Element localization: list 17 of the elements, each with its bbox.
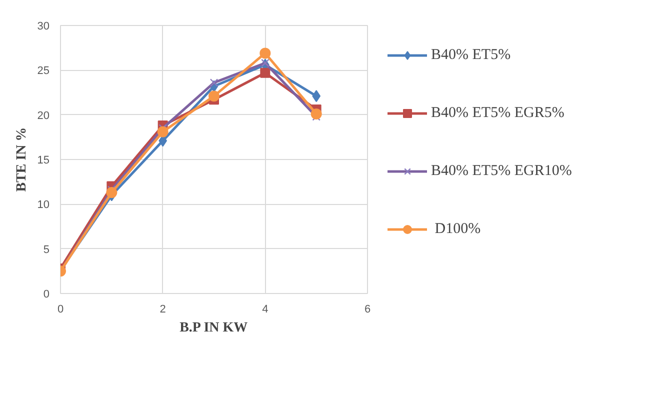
- x-tick-label: 6: [364, 304, 371, 316]
- x-tick-label: 4: [262, 304, 268, 316]
- y-tick-label: 15: [37, 154, 50, 166]
- legend-label: D100%: [434, 220, 481, 238]
- y-tick-label: 25: [37, 65, 50, 78]
- y-tick-label: 10: [37, 199, 50, 212]
- y-axis-title: BTE IN %: [14, 127, 30, 192]
- y-tick-label: 20: [37, 110, 50, 122]
- legend-label: B40% ET5%: [431, 46, 511, 64]
- y-tick-label: 5: [43, 244, 50, 256]
- y-tick-label: 30: [37, 20, 50, 32]
- x-tick-label: 0: [57, 304, 64, 316]
- x-tick-label: 2: [160, 304, 166, 316]
- legend-label: B40% ET5% EGR5%: [431, 104, 564, 122]
- legend-label: B40% ET5% EGR10%: [431, 162, 572, 180]
- y-tick-label: 0: [43, 288, 50, 300]
- x-axis-title: B.P IN KW: [180, 320, 248, 336]
